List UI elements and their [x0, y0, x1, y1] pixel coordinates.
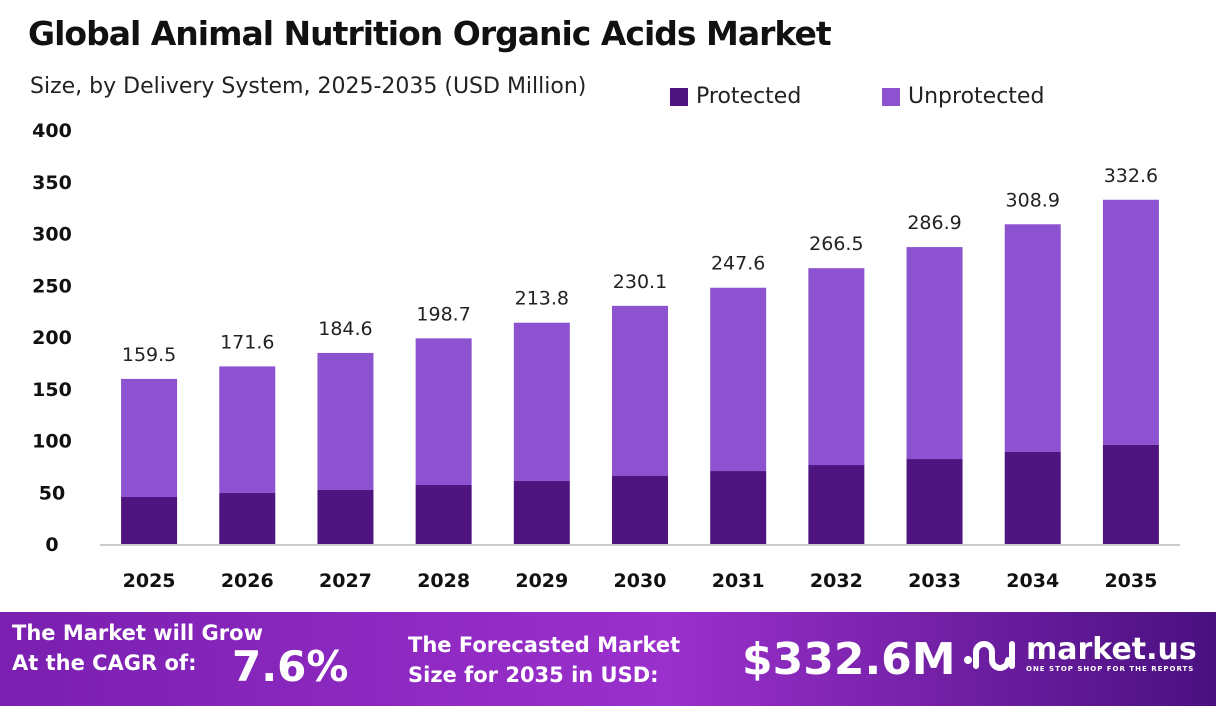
cagr-value: 7.6%	[232, 642, 349, 691]
x-tick-label: 2034	[1006, 570, 1059, 592]
total-label: 308.9	[1006, 189, 1060, 211]
x-tick-label: 2033	[908, 570, 961, 592]
bar-protected-2025	[121, 497, 178, 544]
x-tick-label: 2032	[810, 570, 863, 592]
bar-protected-2028	[415, 485, 472, 544]
bar-unprotected-2033	[906, 247, 963, 460]
cagr-caption: The Market will Grow At the CAGR of:	[12, 618, 263, 678]
total-label: 184.6	[318, 318, 372, 340]
cagr-caption-line: At the CAGR of:	[12, 651, 197, 675]
bar-unprotected-2035	[1102, 199, 1159, 445]
market-us-logo: market.us ONE STOP SHOP FOR THE REPORTS	[962, 634, 1197, 674]
footer-banner: The Market will Grow At the CAGR of: 7.6%…	[0, 612, 1216, 706]
y-tick-label: 400	[32, 120, 72, 142]
forecast-caption: The Forecasted Market Size for 2035 in US…	[408, 630, 680, 690]
logo-name: market.us	[1026, 632, 1197, 667]
bar-protected-2035	[1102, 444, 1159, 544]
bar-unprotected-2032	[808, 268, 865, 466]
x-tick-label: 2028	[417, 570, 470, 592]
total-label: 213.8	[515, 288, 569, 310]
total-label: 286.9	[907, 212, 961, 234]
bar-protected-2026	[219, 492, 276, 544]
y-tick-label: 300	[32, 224, 72, 246]
y-tick-label: 0	[45, 534, 58, 556]
logo-tagline: ONE STOP SHOP FOR THE REPORTS	[1026, 665, 1195, 673]
chart-title: Global Animal Nutrition Organic Acids Ma…	[28, 14, 832, 53]
y-tick-label: 200	[32, 327, 72, 349]
bar-protected-2027	[317, 489, 374, 544]
x-tick-label: 2029	[515, 570, 568, 592]
bar-unprotected-2029	[513, 322, 570, 481]
logo-icon	[964, 641, 1015, 671]
bar-protected-2033	[906, 459, 963, 544]
chart-subtitle: Size, by Delivery System, 2025-2035 (USD…	[30, 74, 587, 99]
forecast-value: $332.6M	[742, 634, 956, 685]
bar-protected-2029	[513, 480, 570, 544]
legend-swatch-unprotected	[882, 87, 900, 106]
y-tick-label: 350	[32, 172, 72, 194]
legend-protected: Protected	[670, 84, 801, 109]
legend-unprotected: Unprotected	[882, 84, 1044, 109]
x-tick-label: 2030	[614, 570, 667, 592]
bar-protected-2032	[808, 465, 865, 544]
chart-area: 0 50 100 150 200 250 300 350 400 159.5 2025 171.6 20…	[32, 120, 1180, 592]
total-label: 230.1	[613, 271, 667, 293]
x-tick-label: 2025	[123, 570, 176, 592]
legend-label: Unprotected	[908, 84, 1045, 109]
total-label: 332.6	[1104, 165, 1158, 187]
bar-unprotected-2028	[415, 338, 472, 486]
total-label: 171.6	[220, 331, 274, 353]
bar-unprotected-2025	[121, 378, 178, 498]
bar-unprotected-2034	[1004, 224, 1061, 452]
total-label: 159.5	[122, 344, 176, 366]
y-tick-label: 100	[32, 431, 72, 453]
forecast-caption-line: Size for 2035 in USD:	[408, 663, 659, 687]
bar-unprotected-2026	[219, 366, 276, 493]
x-tick-label: 2027	[319, 570, 372, 592]
x-tick-label: 2035	[1104, 570, 1157, 592]
y-tick-label: 50	[39, 482, 65, 504]
bar-unprotected-2030	[612, 305, 668, 477]
y-tick-label: 250	[32, 275, 72, 297]
y-tick-label: 150	[32, 379, 72, 401]
bar-protected-2034	[1004, 451, 1061, 544]
bar-protected-2031	[710, 471, 767, 544]
total-label: 247.6	[711, 253, 765, 275]
bar-unprotected-2031	[710, 287, 767, 472]
legend-label: Protected	[696, 84, 802, 109]
x-tick-label: 2026	[221, 570, 274, 592]
total-label: 266.5	[809, 233, 863, 255]
x-tick-label: 2031	[712, 570, 765, 592]
total-label: 198.7	[416, 303, 470, 325]
forecast-caption-line: The Forecasted Market	[408, 633, 681, 657]
bar-unprotected-2027	[317, 352, 374, 490]
cagr-caption-line: The Market will Grow	[12, 621, 263, 645]
legend-swatch-protected	[670, 87, 688, 106]
bar-protected-2030	[612, 476, 668, 544]
